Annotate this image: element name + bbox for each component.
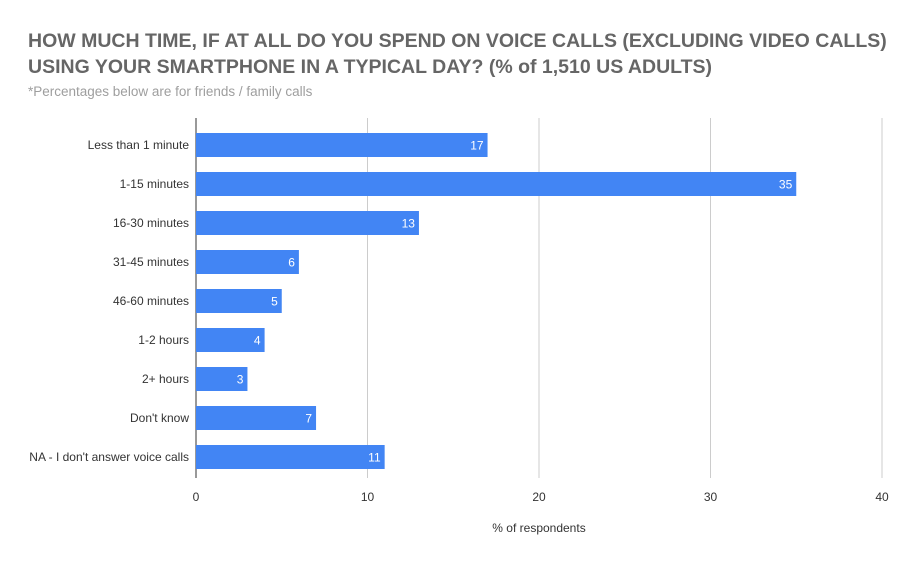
category-label: Don't know — [130, 411, 189, 425]
bar — [196, 289, 282, 313]
category-label: 46-60 minutes — [113, 294, 189, 308]
category-label: 1-2 hours — [138, 333, 189, 347]
x-tick-label: 20 — [532, 490, 546, 504]
data-label: 4 — [254, 334, 261, 348]
bar — [196, 250, 299, 274]
data-label: 7 — [305, 412, 312, 426]
bar — [196, 367, 248, 391]
category-label: NA - I don't answer voice calls — [29, 450, 189, 464]
bar — [196, 133, 488, 157]
x-tick-label: 40 — [875, 490, 889, 504]
bar — [196, 328, 265, 352]
category-label: Less than 1 minute — [88, 138, 190, 152]
bar — [196, 406, 317, 430]
bar — [196, 445, 385, 469]
bars — [196, 133, 797, 469]
category-label: 16-30 minutes — [113, 216, 189, 230]
category-label: 1-15 minutes — [120, 177, 189, 191]
data-label: 17 — [470, 139, 484, 153]
x-tick-label: 0 — [193, 490, 200, 504]
bar — [196, 211, 419, 235]
data-label: 11 — [368, 451, 381, 465]
x-tick-label: 30 — [704, 490, 718, 504]
chart-title: HOW MUCH TIME, IF AT ALL DO YOU SPEND ON… — [28, 30, 887, 78]
chart-subtitle: *Percentages below are for friends / fam… — [28, 84, 313, 99]
category-label: 2+ hours — [142, 372, 189, 386]
labels: 0 10 20 30 40 Less than 1 minute 17 1-15 minute… — [29, 138, 889, 504]
x-tick-label: 10 — [361, 490, 375, 504]
data-label: 3 — [237, 373, 244, 387]
data-label: 5 — [271, 295, 278, 309]
data-label: 35 — [779, 178, 793, 192]
bar — [196, 172, 797, 196]
x-axis-label: % of respondents — [492, 521, 585, 535]
data-label: 13 — [402, 217, 416, 231]
category-label: 31-45 minutes — [113, 255, 189, 269]
data-label: 6 — [288, 256, 295, 270]
